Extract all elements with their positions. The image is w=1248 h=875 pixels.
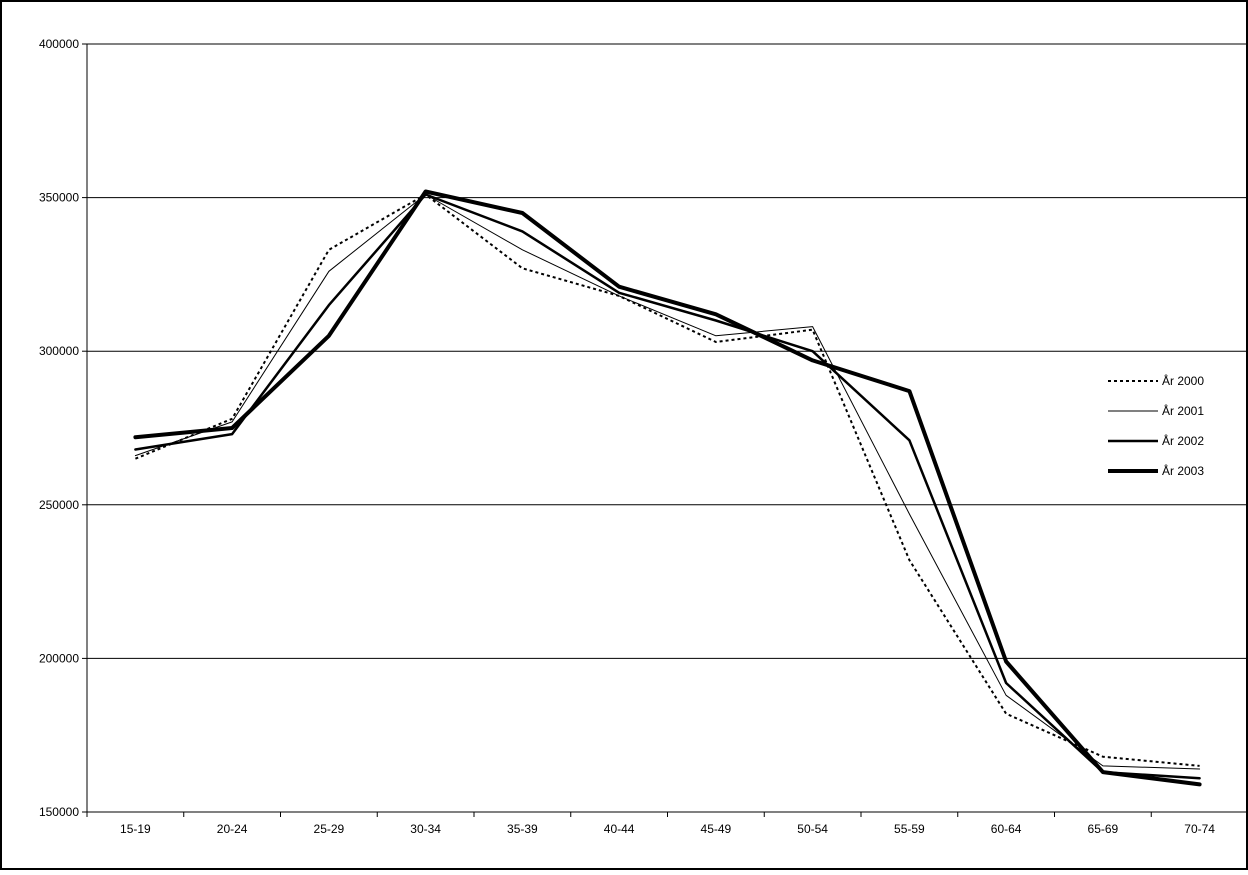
x-tick-label: 50-54	[797, 822, 828, 836]
y-tick-label: 350000	[39, 191, 79, 205]
series-line-2	[134, 194, 1201, 770]
series-line-1	[135, 193, 1200, 767]
y-tick-label: 200000	[39, 651, 79, 665]
series-lines	[133, 189, 1202, 787]
legend-label: År 2000	[1162, 373, 1204, 388]
x-tick-label: 15-19	[120, 822, 151, 836]
x-tick-label: 60-64	[991, 822, 1022, 836]
x-tick-label: 30-34	[410, 822, 441, 836]
series-line-4	[133, 189, 1202, 787]
x-tick-label: 25-29	[314, 822, 345, 836]
x-tick-label: 45-49	[701, 822, 732, 836]
gridlines	[87, 43, 1248, 659]
x-tick-label: 40-44	[604, 822, 635, 836]
x-tick-label: 70-74	[1184, 822, 1215, 836]
x-axis-tick-labels: 15-19 20-24 25-29 30-34 35-39 40-44 45-49 50-54…	[120, 822, 1215, 836]
x-tick-label: 65-69	[1088, 822, 1119, 836]
legend-label: År 2002	[1162, 433, 1204, 448]
y-tick-label: 300000	[39, 344, 79, 358]
x-tick-label: 55-59	[894, 822, 925, 836]
x-tick-label: 35-39	[507, 822, 538, 836]
y-tick-label: 400000	[39, 37, 79, 51]
y-axis-tick-labels: 150000 200000 250000 300000 350000 400000	[39, 37, 79, 819]
axes	[82, 43, 1248, 817]
legend: År 2000 År 2001 År 2002 År 2003	[1108, 373, 1204, 478]
y-tick-label: 150000	[39, 805, 79, 819]
legend-label: År 2001	[1162, 403, 1204, 418]
y-tick-label: 250000	[39, 498, 79, 512]
series-line-3	[134, 193, 1201, 780]
x-tick-label: 20-24	[217, 822, 248, 836]
legend-label: År 2003	[1162, 463, 1204, 478]
